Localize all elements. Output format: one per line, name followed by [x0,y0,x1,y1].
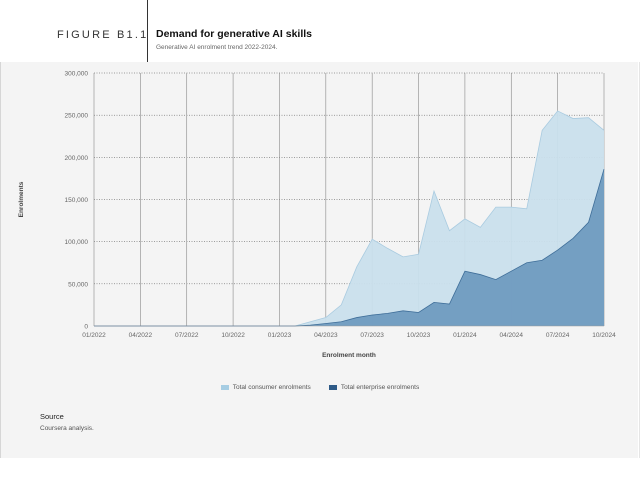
y-tick-label: 300,000 [65,71,89,78]
chart-subtitle: Generative AI enrolment trend 2022-2024. [156,44,278,51]
page-bottom-band [0,458,640,480]
y-tick-label: 50,000 [68,281,88,288]
chart-legend: Total consumer enrolments Total enterpri… [0,381,640,393]
series-area-consumer [94,110,604,326]
x-tick-label: 07/2023 [360,332,384,339]
enrolment-area-chart: 0 50,000 100,000 150,000 200,000 250,000 300,0… [18,71,616,360]
source-text: Coursera analysis. [40,425,94,432]
x-tick-label: 07/2024 [546,332,570,339]
x-tick-label: 04/2022 [129,332,153,339]
y-tick-label: 150,000 [65,197,89,204]
y-tick-label: 250,000 [65,113,89,120]
legend-label-consumer: Total consumer enrolments [232,383,311,391]
series-area-enterprise [94,169,604,326]
x-axis-title: Enrolment month [322,352,376,359]
page-left-border [0,0,1,458]
figure-label: FIGURE B1.1 [57,29,149,41]
legend-item-consumer: Total consumer enrolments [220,383,311,391]
y-tick-label: 100,000 [65,239,89,246]
x-tick-label: 04/2024 [500,332,524,339]
x-tick-label: 10/2022 [221,332,245,339]
x-tick-label: 01/2022 [82,332,106,339]
y-tick-label: 0 [84,324,88,331]
x-tick-label: 10/2023 [407,332,431,339]
legend-swatch-consumer [220,384,229,390]
y-axis-title: Enrolments [18,181,25,217]
x-tick-label: 07/2022 [175,332,199,339]
x-tick-label: 10/2024 [592,332,616,339]
chart-title: Demand for generative AI skills [156,28,312,40]
figure-header: FIGURE B1.1 Demand for generative AI ski… [0,0,640,62]
y-tick-label: 200,000 [65,155,89,162]
legend-item-enterprise: Total enterprise enrolments [328,383,420,391]
legend-label-enterprise: Total enterprise enrolments [340,383,420,391]
source-heading: Source [40,412,64,421]
x-tick-label: 01/2024 [453,332,477,339]
header-divider [147,0,148,62]
legend-swatch-enterprise [328,384,337,390]
x-tick-label: 01/2023 [268,332,292,339]
x-tick-label: 04/2023 [314,332,338,339]
